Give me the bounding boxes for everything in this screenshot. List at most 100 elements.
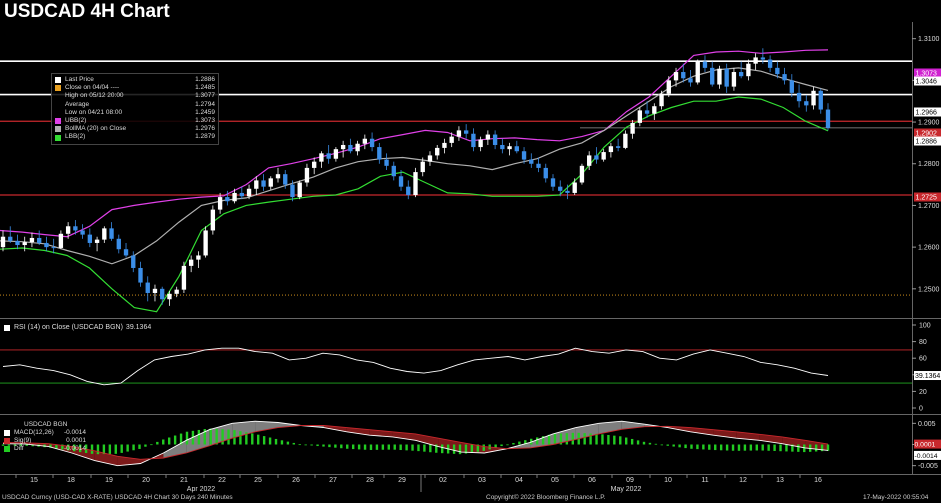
footer-timestamp: 17-May-2022 00:55:04 [863, 494, 929, 501]
candle-body [217, 197, 223, 210]
candle-body [666, 80, 671, 94]
x-tick-label: 03 [478, 477, 486, 484]
candle-body [181, 265, 187, 290]
diff-bar [162, 439, 165, 445]
diff-bar [773, 444, 776, 451]
bollinger-ma [0, 67, 829, 265]
diff-bar [251, 433, 254, 445]
month-label-apr: Apr 2022 [187, 486, 216, 493]
legend-row: Close on 04/04 ---- 1.2485 [55, 84, 215, 92]
x-tick-label: 29 [398, 477, 406, 484]
x-tick-label: 04 [515, 477, 523, 484]
diff-bar [820, 444, 824, 452]
macd-legend-row: Sig(9) 0.0001 [4, 437, 86, 445]
price-badge [914, 136, 941, 146]
price-badge [914, 68, 941, 78]
legend-swatch [55, 94, 61, 100]
candle-body [710, 67, 715, 85]
x-tick-label: 26 [292, 477, 300, 484]
diff-bar [138, 444, 141, 449]
legend-label: Average [65, 100, 90, 108]
x-tick-label: 05 [551, 477, 559, 484]
diff-bar [619, 436, 622, 445]
diff-bar [363, 444, 367, 450]
diff-bar [411, 444, 414, 451]
diff-bar [458, 444, 462, 455]
candle-body [131, 255, 136, 268]
candle-body [652, 106, 657, 114]
diff-bar [470, 444, 474, 453]
price-badge [914, 107, 941, 117]
legend-swatch [55, 134, 61, 141]
candle-body [717, 68, 722, 85]
candle-body [738, 72, 744, 77]
macd-legend-row: MACD(12,26) -0.0014 [4, 429, 86, 437]
diff-bar [435, 444, 438, 453]
candle-body [724, 68, 729, 87]
candle-body [15, 240, 20, 246]
diff-bar [595, 433, 598, 445]
legend-label: Close on 04/04 ---- [65, 84, 120, 92]
price-badge [914, 76, 941, 86]
rsi-legend-label: RSI (14) on Close (USDCAD BGN) [14, 324, 123, 331]
legend-row: LBB(2) 1.2879 [55, 133, 215, 141]
x-tick-label: 27 [329, 477, 337, 484]
candle-body [601, 152, 606, 160]
diff-bar [67, 444, 70, 451]
candle-body [290, 184, 295, 198]
macd-badge-label: 0.0001 [915, 442, 936, 449]
diff-bar [381, 444, 385, 450]
candle-body [297, 182, 302, 198]
candle-body [463, 130, 469, 134]
candle-body [369, 138, 375, 148]
legend-label: LBB(2) [65, 133, 86, 141]
x-tick-label: 19 [105, 477, 113, 484]
diff-bar [518, 441, 521, 445]
diff-bar [357, 444, 361, 450]
diff-bar [607, 434, 610, 445]
diff-bar [660, 444, 664, 446]
diff-bar [203, 429, 206, 445]
footer-source: USDCAD Curncy (USD-CAD X-RATE) USDCAD 4H… [2, 494, 233, 501]
candle-body [572, 182, 577, 193]
legend-row: UBB(2) 1.3073 [55, 117, 215, 125]
diff-bar [761, 444, 764, 451]
macd-legend-row: Diff -0.0014 [4, 445, 86, 453]
footer-copyright: Copyright© 2022 Bloomberg Finance L.P. [486, 494, 606, 501]
candle-body [22, 242, 27, 246]
diff-bar [719, 444, 723, 451]
diff-bar [601, 434, 604, 445]
diff-bar [280, 440, 284, 445]
candle-body [550, 178, 556, 187]
candle-body [398, 176, 404, 187]
diff-bar [441, 444, 444, 454]
diff-bar [417, 444, 420, 452]
candle-body [731, 72, 737, 87]
legend-row: Low on 04/21 08:00 1.2459 [55, 109, 215, 117]
diff-bar [535, 437, 539, 445]
x-tick-label: 09 [626, 477, 634, 484]
candle-body [536, 163, 541, 168]
diff-bar [328, 444, 331, 448]
macd-fill [713, 429, 737, 439]
diff-bar [785, 444, 788, 452]
diff-bar [179, 433, 183, 445]
x-tick-label: 11 [701, 477, 708, 484]
signal-line [2, 425, 829, 460]
candle-body [695, 61, 700, 83]
diff-bar [49, 444, 52, 448]
diff-bar [393, 444, 396, 450]
candle-body [167, 293, 172, 300]
diff-bar [613, 435, 616, 445]
legend-value: 1.3077 [195, 92, 215, 100]
legend-swatch [55, 126, 61, 133]
candle-body [44, 242, 49, 248]
rsi-tick-label: 100 [919, 323, 931, 330]
rsi-legend: RSI (14) on Close (USDCAD BGN) 39.1364 [4, 324, 151, 331]
candle-body [623, 133, 628, 148]
diff-bar [476, 444, 480, 452]
macd-badge-label: -0.0014 [915, 453, 938, 460]
diff-bar [55, 444, 58, 449]
candle-body [333, 149, 339, 159]
